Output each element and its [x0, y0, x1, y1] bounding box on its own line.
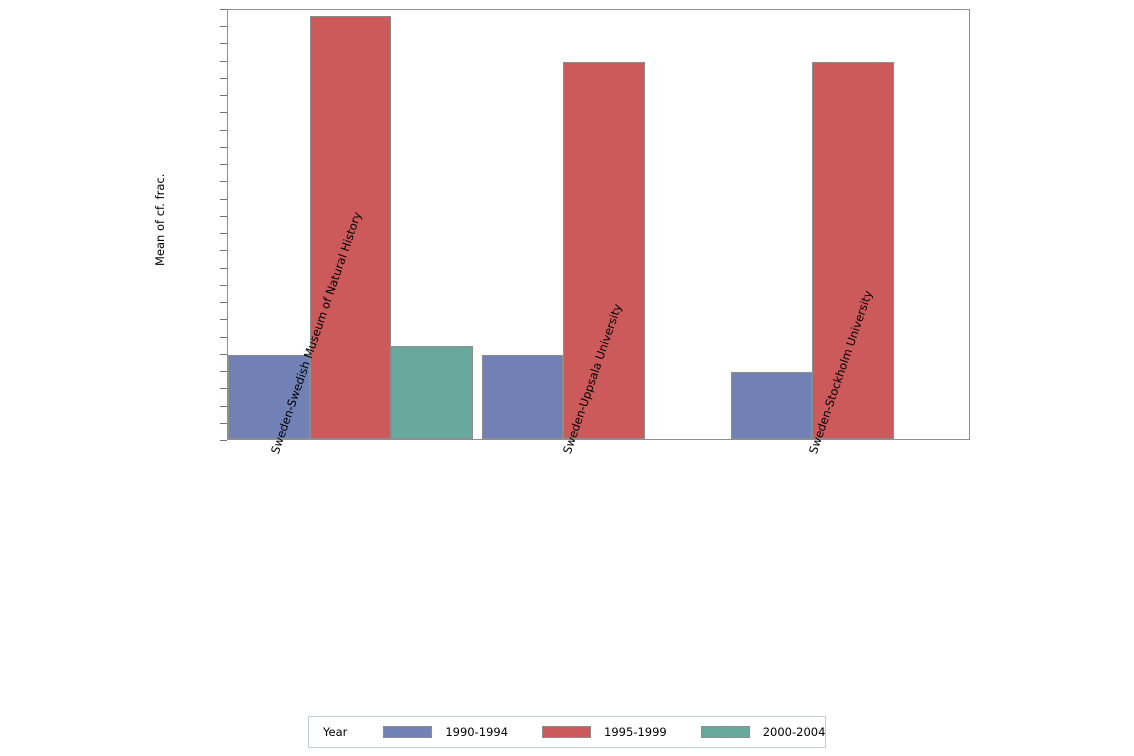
y-axis-tick-mark	[220, 60, 227, 62]
legend-label: 1990-1994	[445, 725, 509, 739]
y-axis-tick-mark	[220, 77, 227, 79]
y-axis-tick-mark	[220, 336, 227, 338]
y-axis-tick-mark	[220, 164, 227, 166]
legend-color-swatch	[542, 726, 592, 738]
y-axis-tick-mark	[220, 146, 227, 148]
y-axis-tick-mark	[220, 405, 227, 407]
bar	[812, 62, 894, 439]
bar	[730, 371, 812, 439]
y-axis-tick-mark	[220, 112, 227, 114]
y-axis-tick-mark	[220, 9, 227, 10]
y-axis-tick-mark	[220, 284, 227, 286]
legend-item[interactable]: 1990-1994	[383, 725, 508, 739]
y-axis-tick-mark	[220, 388, 227, 390]
y-axis-tick-mark	[220, 129, 227, 131]
bar	[391, 345, 473, 439]
y-axis-tick-mark	[220, 26, 227, 28]
y-axis-tick-mark	[220, 353, 227, 355]
y-axis-tick-mark	[220, 198, 227, 200]
y-axis-tick-mark	[220, 43, 227, 45]
y-axis-tick-mark	[220, 267, 227, 269]
plot-area	[227, 9, 970, 440]
bar	[563, 62, 645, 439]
legend-color-swatch	[383, 726, 433, 738]
bar	[228, 354, 310, 439]
legend-label: 1995-1999	[604, 725, 667, 739]
bar	[309, 15, 392, 439]
y-axis-tick-mark	[220, 422, 227, 424]
chart-legend: Year 1990-1994 1995-1999 2000-2004	[308, 716, 826, 748]
y-axis-tick-mark	[220, 440, 227, 441]
y-axis: 0.000.010.020.030.040.050.060.070.080.09…	[0, 0, 227, 449]
y-axis-tick-mark	[220, 371, 227, 373]
y-axis-tick-mark	[220, 302, 227, 304]
bar	[481, 354, 563, 439]
legend-title: Year	[323, 725, 348, 739]
legend-item[interactable]: 1995-1999	[542, 725, 667, 739]
y-axis-tick-mark	[220, 181, 227, 183]
y-axis-tick-mark	[220, 215, 227, 217]
y-axis-tick-mark	[220, 233, 227, 235]
legend-label: 2000-2004	[762, 725, 826, 739]
y-axis-tick-mark	[220, 250, 227, 252]
y-axis-tick-mark	[220, 95, 227, 97]
legend-item[interactable]: 2000-2004	[700, 725, 826, 739]
y-axis-tick-mark	[220, 319, 227, 321]
legend-color-swatch	[700, 726, 750, 738]
